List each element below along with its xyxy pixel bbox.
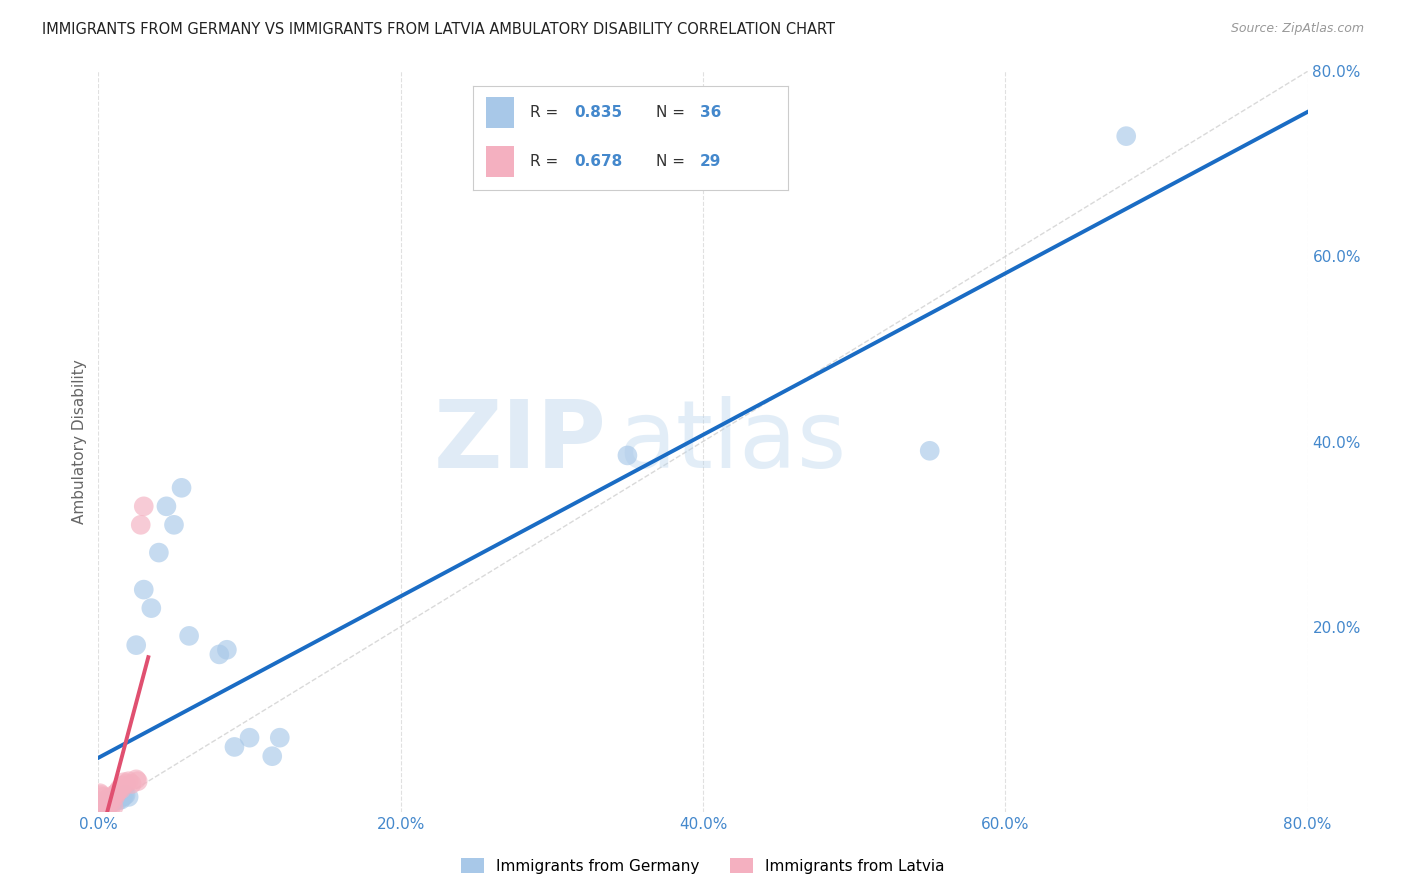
Point xyxy=(101,796,124,810)
Point xyxy=(103,800,125,814)
Point xyxy=(91,789,114,804)
Point xyxy=(104,789,127,804)
Point xyxy=(96,797,118,812)
Point xyxy=(93,802,115,816)
Point xyxy=(141,601,163,615)
Point xyxy=(100,791,122,805)
Point xyxy=(93,794,115,808)
Point xyxy=(93,799,115,814)
Point xyxy=(208,648,231,662)
Point xyxy=(110,793,132,807)
Point xyxy=(98,797,121,812)
Point xyxy=(90,800,112,814)
Point xyxy=(103,788,125,802)
Point xyxy=(94,796,117,810)
Point xyxy=(110,782,132,797)
Point xyxy=(89,786,111,800)
Point xyxy=(107,784,129,798)
Y-axis label: Ambulatory Disability: Ambulatory Disability xyxy=(72,359,87,524)
Point xyxy=(105,791,128,805)
Text: ZIP: ZIP xyxy=(433,395,606,488)
Point xyxy=(91,803,114,817)
Point xyxy=(262,749,284,764)
Point xyxy=(107,794,129,808)
Point xyxy=(103,795,125,809)
Point xyxy=(1115,129,1137,144)
Point xyxy=(108,781,131,796)
Point xyxy=(98,790,121,805)
Point xyxy=(179,629,201,643)
Point xyxy=(170,481,193,495)
Point xyxy=(155,500,177,514)
Point xyxy=(148,545,170,560)
Point xyxy=(918,443,941,458)
Point xyxy=(101,794,124,808)
Point xyxy=(114,788,136,802)
Point xyxy=(239,731,262,745)
Point xyxy=(100,801,122,815)
Text: Source: ZipAtlas.com: Source: ZipAtlas.com xyxy=(1230,22,1364,36)
Point xyxy=(118,789,141,804)
Point xyxy=(94,796,117,810)
Point xyxy=(111,789,134,804)
Point xyxy=(224,739,246,754)
Point xyxy=(114,777,136,791)
Point xyxy=(132,582,155,597)
Point xyxy=(616,449,638,463)
Point xyxy=(105,786,128,800)
Point xyxy=(89,802,111,816)
Point xyxy=(112,789,135,803)
Point xyxy=(100,794,122,808)
Point xyxy=(96,803,118,817)
Point xyxy=(132,500,155,514)
Point xyxy=(91,798,114,813)
Point xyxy=(129,517,152,532)
Point xyxy=(108,790,131,805)
Point xyxy=(215,642,238,657)
Point xyxy=(125,638,148,652)
Point xyxy=(127,774,149,789)
Point xyxy=(90,788,112,802)
Point xyxy=(269,731,291,745)
Point xyxy=(163,517,186,532)
Point xyxy=(118,774,141,789)
Point xyxy=(112,775,135,789)
Point xyxy=(121,777,143,791)
Text: IMMIGRANTS FROM GERMANY VS IMMIGRANTS FROM LATVIA AMBULATORY DISABILITY CORRELAT: IMMIGRANTS FROM GERMANY VS IMMIGRANTS FR… xyxy=(42,22,835,37)
Point xyxy=(104,793,127,807)
Text: atlas: atlas xyxy=(619,395,846,488)
Point xyxy=(96,797,118,811)
Point xyxy=(111,779,134,793)
Point xyxy=(125,772,148,787)
Legend: Immigrants from Germany, Immigrants from Latvia: Immigrants from Germany, Immigrants from… xyxy=(456,852,950,880)
